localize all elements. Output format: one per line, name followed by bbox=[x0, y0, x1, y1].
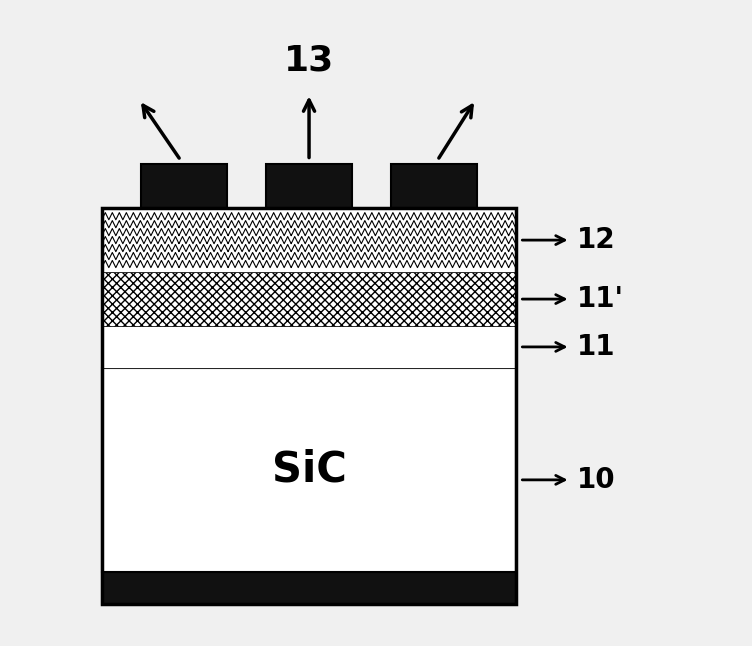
Text: 11: 11 bbox=[577, 333, 615, 361]
Bar bbox=[102, 208, 517, 603]
Bar bbox=[102, 326, 517, 368]
Bar bbox=[266, 163, 352, 208]
Text: 10: 10 bbox=[577, 466, 615, 494]
Text: 13: 13 bbox=[284, 43, 334, 78]
Bar bbox=[102, 208, 517, 272]
Bar bbox=[391, 163, 478, 208]
Bar bbox=[102, 572, 517, 603]
Bar bbox=[102, 272, 517, 326]
Text: 11': 11' bbox=[577, 285, 624, 313]
Text: SiC: SiC bbox=[271, 449, 347, 491]
Bar bbox=[102, 368, 517, 572]
Bar bbox=[141, 163, 227, 208]
Text: 12: 12 bbox=[577, 226, 615, 254]
